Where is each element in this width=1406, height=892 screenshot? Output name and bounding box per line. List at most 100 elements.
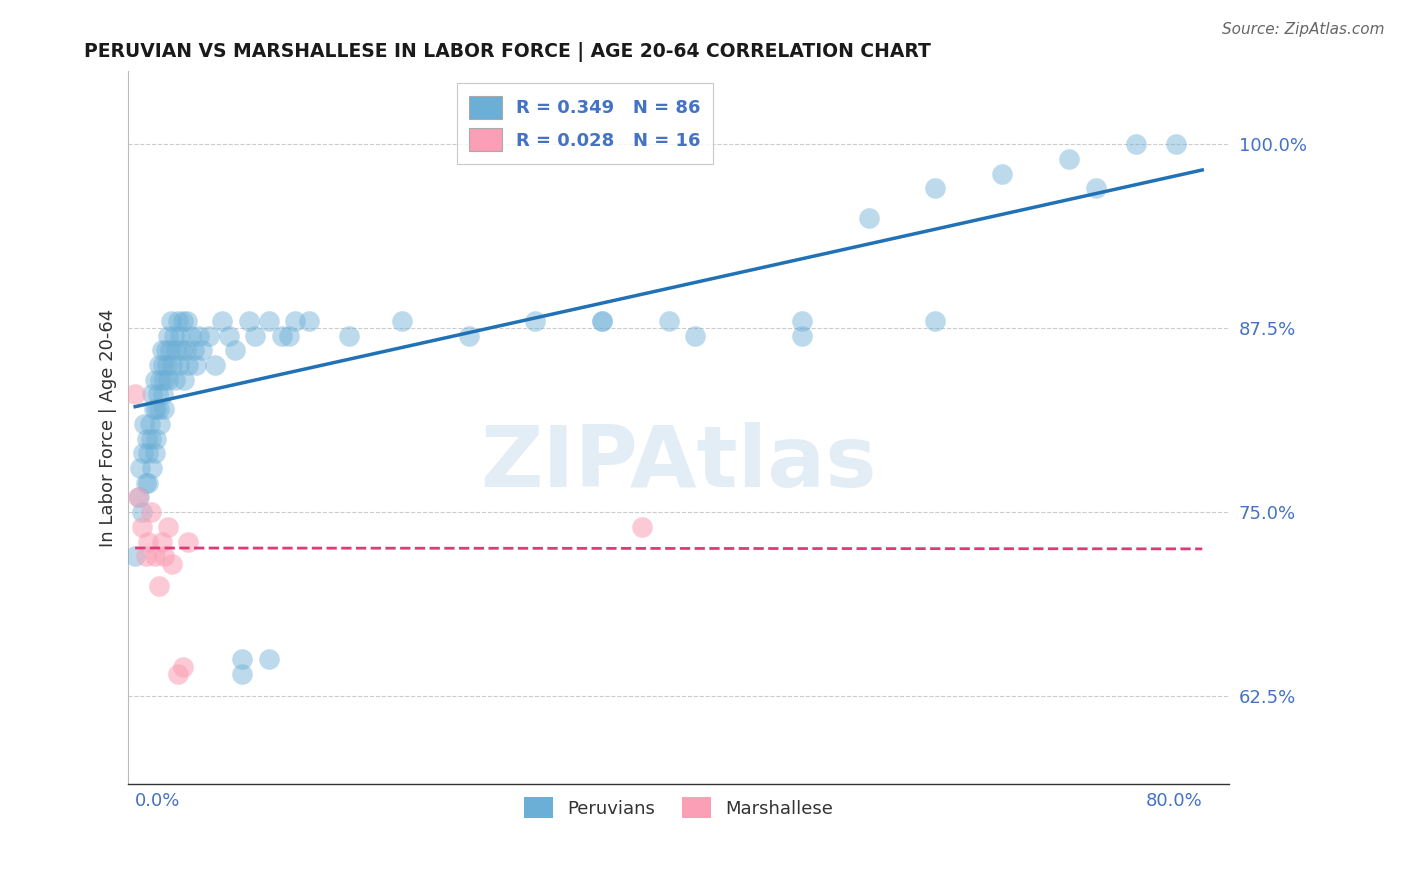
Point [191,343,214,358]
Text: 0.0%: 0.0% [135,792,180,810]
Point [143,446,166,460]
Point [145,432,167,446]
Y-axis label: In Labor Force | Age 20-64: In Labor Force | Age 20-64 [100,309,117,547]
Point [591,314,613,328]
Text: PERUVIAN VS MARSHALLESE IN LABOR FORCE | AGE 20-64 CORRELATION CHART: PERUVIAN VS MARSHALLESE IN LABOR FORCE |… [84,42,931,62]
Point [136,432,159,446]
Point [924,314,946,328]
Point [172,659,194,673]
Point [156,358,179,372]
Point [142,402,165,417]
Point [153,549,176,564]
Point [162,557,184,571]
Point [148,358,170,372]
Text: 80.0%: 80.0% [1146,792,1202,810]
Point [180,328,202,343]
Point [143,549,166,564]
Point [157,328,180,343]
Point [391,314,413,328]
Point [138,475,160,490]
Point [1125,137,1147,152]
Point [170,343,193,358]
Point [270,328,292,343]
Point [591,314,613,328]
Point [165,373,187,387]
Point [135,475,157,490]
Point [155,343,177,358]
Point [129,461,152,475]
Point [224,343,246,358]
Point [176,314,198,328]
Point [132,446,155,460]
Point [257,314,280,328]
Point [166,667,188,681]
Point [135,549,157,564]
Point [139,417,162,431]
Point [127,491,149,505]
Point [157,520,180,534]
Point [284,314,307,328]
Point [152,387,174,401]
Point [167,358,190,372]
Point [141,387,163,401]
Point [277,328,299,343]
Point [991,167,1014,181]
Point [143,373,166,387]
Point [924,181,946,195]
Point [146,387,169,401]
Point [211,314,233,328]
Point [457,328,479,343]
Text: ZIPAtlas: ZIPAtlas [481,422,877,505]
Point [1164,137,1187,152]
Point [337,328,360,343]
Point [204,358,226,372]
Point [149,417,172,431]
Point [177,358,200,372]
Point [858,211,880,225]
Point [524,314,547,328]
Point [149,373,172,387]
Point [197,328,219,343]
Point [159,343,181,358]
Point [188,328,211,343]
Point [231,652,253,666]
Point [138,446,160,460]
Point [177,534,200,549]
Point [790,328,813,343]
Point [1084,181,1107,195]
Point [150,343,173,358]
Point [658,314,681,328]
Point [166,343,188,358]
Point [131,520,153,534]
Point [257,652,280,666]
Point [128,491,150,505]
Point [1057,152,1080,166]
Point [172,314,194,328]
Point [162,358,184,372]
Point [153,373,176,387]
Point [174,343,197,358]
Text: Source: ZipAtlas.com: Source: ZipAtlas.com [1222,22,1385,37]
Point [186,358,208,372]
Point [124,387,146,401]
Point [163,328,186,343]
Point [297,314,319,328]
Point [148,402,170,417]
Point [169,328,191,343]
Point [245,328,267,343]
Point [141,432,163,446]
Point [238,314,260,328]
Legend: Peruvians, Marshallese: Peruvians, Marshallese [517,790,841,825]
Point [157,373,180,387]
Point [141,505,163,519]
Point [685,328,707,343]
Point [148,579,170,593]
Point [124,549,146,564]
Point [150,534,173,549]
Point [145,402,167,417]
Point [218,328,240,343]
Point [138,534,160,549]
Point [141,461,163,475]
Point [160,314,183,328]
Point [173,373,195,387]
